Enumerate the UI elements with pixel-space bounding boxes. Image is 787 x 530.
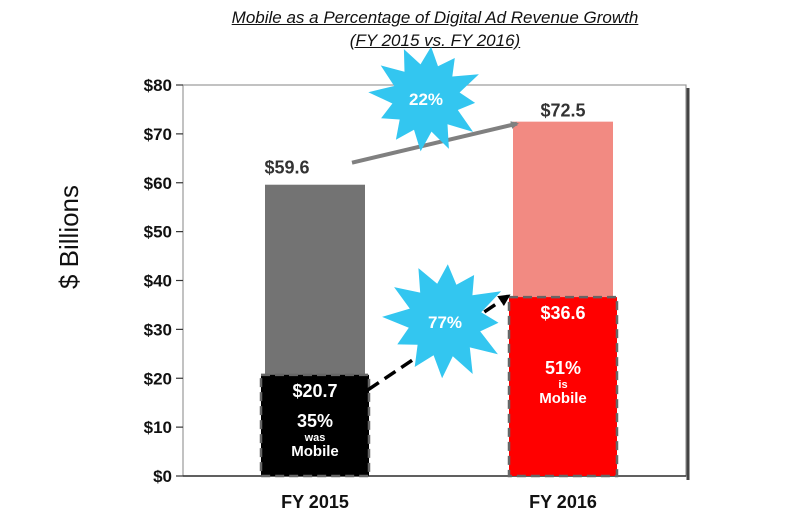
mobile-word-label-fy2015: Mobile (291, 443, 339, 460)
mobile-value-label-fy2015: $20.7 (292, 381, 337, 401)
mobile-growth-text: 77% (428, 313, 462, 332)
total-growth-arrow (351, 121, 519, 165)
total-growth-callout: 22% (368, 46, 479, 152)
mobile-word-label-fy2016: Mobile (539, 390, 587, 407)
y-tick-label: $20 (144, 369, 172, 388)
y-tick-label: $70 (144, 125, 172, 144)
category-label-fy2015: FY 2015 (281, 492, 349, 512)
mobile-value-label-fy2016: $36.6 (540, 303, 585, 323)
bars: $59.6$20.735%wasMobile$72.5$36.651%isMob… (259, 101, 619, 478)
y-tick-label: $0 (153, 467, 172, 486)
y-tick-label: $30 (144, 320, 172, 339)
title-line-1: Mobile as a Percentage of Digital Ad Rev… (231, 8, 639, 27)
mobile-pct-label-fy2015: 35% (297, 411, 333, 431)
y-tick-label: $80 (144, 76, 172, 95)
category-label-fy2016: FY 2016 (529, 492, 597, 512)
y-tick-label: $60 (144, 174, 172, 193)
mobile-verb-label-fy2016: is (558, 379, 567, 391)
y-ticks: $0 $10 $20 $30 $40 $50 $60 $70 $80 (144, 76, 183, 486)
bar-mobile-fy2015 (259, 373, 371, 478)
total-label-fy2016: $72.5 (540, 101, 585, 121)
y-tick-label: $40 (144, 272, 172, 291)
chart-title: Mobile as a Percentage of Digital Ad Rev… (160, 6, 710, 52)
mobile-verb-label-fy2015: was (304, 432, 326, 444)
y-tick-label: $10 (144, 418, 172, 437)
bar-mobile-fy2016 (507, 295, 619, 478)
total-growth-text: 22% (409, 90, 443, 109)
mobile-pct-label-fy2016: 51% (545, 358, 581, 378)
mobile-growth-callout: 77% (382, 264, 502, 379)
title-line-2: (FY 2015 vs. FY 2016) (349, 31, 521, 50)
y-tick-label: $50 (144, 223, 172, 242)
mobile-growth-burst (382, 264, 502, 379)
total-growth-burst (368, 46, 479, 152)
y-axis-label: $ Billions (54, 185, 84, 289)
total-label-fy2015: $59.6 (264, 158, 309, 178)
